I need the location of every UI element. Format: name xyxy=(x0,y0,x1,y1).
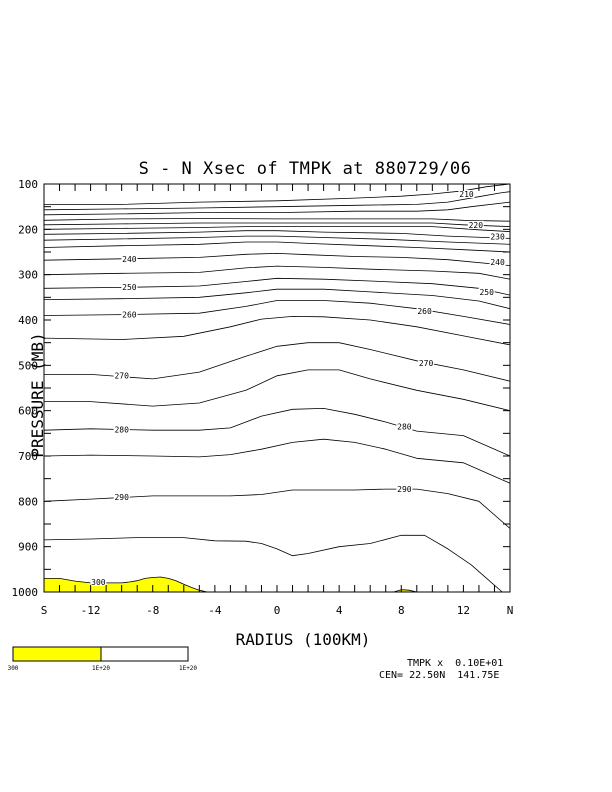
contour-label-mask-14 xyxy=(113,492,130,501)
x-tick-label: 4 xyxy=(336,604,343,617)
contour-line-9 xyxy=(43,241,511,253)
scale-annotation: TMPK x 0.10E+01 xyxy=(407,658,503,669)
contour-line-20 xyxy=(43,488,511,529)
y-tick-label: 900 xyxy=(18,541,38,554)
contour-line-17 xyxy=(44,369,511,412)
contour-label-mask-10 xyxy=(113,371,130,380)
x-tick-label: N xyxy=(507,604,514,617)
contour-label-mask-3 xyxy=(489,258,506,266)
contour-label-mask-2 xyxy=(489,232,506,241)
contour-label-270: 270 xyxy=(114,371,129,380)
contour-line-6 xyxy=(43,226,511,232)
contour-line-13 xyxy=(43,288,511,310)
contour-label-mask-15 xyxy=(90,578,107,586)
y-axis-label: PRESSURE (MB) xyxy=(28,332,47,457)
colorbar-swatch-fill xyxy=(12,646,102,662)
contour-line-7 xyxy=(43,230,511,239)
y-tick-label: 500 xyxy=(18,359,38,372)
contour-label-220: 220 xyxy=(469,221,484,230)
x-tick-label: S xyxy=(41,604,48,617)
contour-label-300: 300 xyxy=(91,578,106,587)
colorbar-label-1: 1E+20 xyxy=(92,665,110,672)
contour-label-mask-4 xyxy=(121,254,138,263)
contour-label-mask-5 xyxy=(478,287,495,296)
contour-label-mask-6 xyxy=(121,282,138,291)
y-tick-label: 800 xyxy=(18,495,38,508)
contour-label-240: 240 xyxy=(122,255,137,264)
contour-line-5 xyxy=(43,222,511,227)
contour-label-250: 250 xyxy=(122,283,137,292)
x-axis-label: RADIUS (100KM) xyxy=(236,630,371,649)
contour-label-mask-13 xyxy=(396,485,413,494)
contour-label-mask-12 xyxy=(113,425,130,434)
center-annotation: CEN= 22.50N 141.75E xyxy=(379,670,499,681)
contour-label-230: 230 xyxy=(490,233,505,242)
y-tick-label: 1000 xyxy=(12,586,39,599)
contour-label-260: 260 xyxy=(417,307,432,316)
contour-label-260: 260 xyxy=(122,311,137,320)
contour-line-1 xyxy=(44,183,511,205)
x-tick-label: -12 xyxy=(81,604,101,617)
x-tick-label: 8 xyxy=(398,604,405,617)
contour-label-290: 290 xyxy=(397,485,412,494)
y-tick-label: 200 xyxy=(18,223,38,236)
contour-label-mask-8 xyxy=(121,310,138,319)
y-tick-label: 100 xyxy=(18,178,38,191)
contour-label-mask-7 xyxy=(416,306,433,315)
x-tick-label: 0 xyxy=(274,604,281,617)
contour-line-10 xyxy=(43,252,511,266)
colorbar: 300 1E+20 1E+20 xyxy=(8,646,197,672)
y-tick-label: 600 xyxy=(18,405,38,418)
contour-label-280: 280 xyxy=(397,423,412,432)
contour-line-15 xyxy=(43,315,511,346)
contour-label-210: 210 xyxy=(459,190,474,199)
contour-label-250: 250 xyxy=(479,288,494,297)
contour-line-18 xyxy=(43,407,511,457)
contour-line-19 xyxy=(43,438,511,484)
colorbar-label-2: 1E+20 xyxy=(179,665,197,672)
contour-label-mask-11 xyxy=(396,422,413,431)
contour-label-280: 280 xyxy=(114,425,129,434)
x-tick-label: -8 xyxy=(146,604,159,617)
contour-label-240: 240 xyxy=(490,258,505,267)
tick-layer: S -12 -8 -4 0 4 8 12 N 100 200 300 400 500 600 700 800 90… xyxy=(12,178,514,617)
y-tick-label: 400 xyxy=(18,314,38,327)
x-tick-label: -4 xyxy=(208,604,222,617)
fill-layer xyxy=(44,577,510,592)
contour-label-mask-0 xyxy=(458,190,475,198)
contour-line-21 xyxy=(43,534,510,593)
contour-label-mask-1 xyxy=(467,220,484,229)
contour-line-11 xyxy=(43,265,511,280)
contour-line-3 xyxy=(43,201,511,216)
contour-fill-300 xyxy=(44,577,510,592)
contour-label-mask-9 xyxy=(418,359,435,368)
colorbar-swatch-empty xyxy=(100,646,189,662)
contour-line-2 xyxy=(43,191,511,211)
colorbar-label-0: 300 xyxy=(8,665,19,672)
contour-label-layer: 210 220 230 240 240 250 250 260 260 270 270 280 280 2… xyxy=(90,190,506,587)
contour-line-8 xyxy=(43,235,511,245)
contour-label-290: 290 xyxy=(114,493,129,502)
y-tick-label: 700 xyxy=(18,450,38,463)
contour-line-12 xyxy=(43,277,511,296)
y-tick-label: 300 xyxy=(18,269,38,282)
contour-line-14 xyxy=(43,300,511,325)
x-tick-label: 12 xyxy=(457,604,470,617)
contour-label-270: 270 xyxy=(419,359,434,368)
contour-line-4 xyxy=(43,218,511,222)
chart-title: S - N Xsec of TMPK at 880729/06 xyxy=(139,159,472,179)
